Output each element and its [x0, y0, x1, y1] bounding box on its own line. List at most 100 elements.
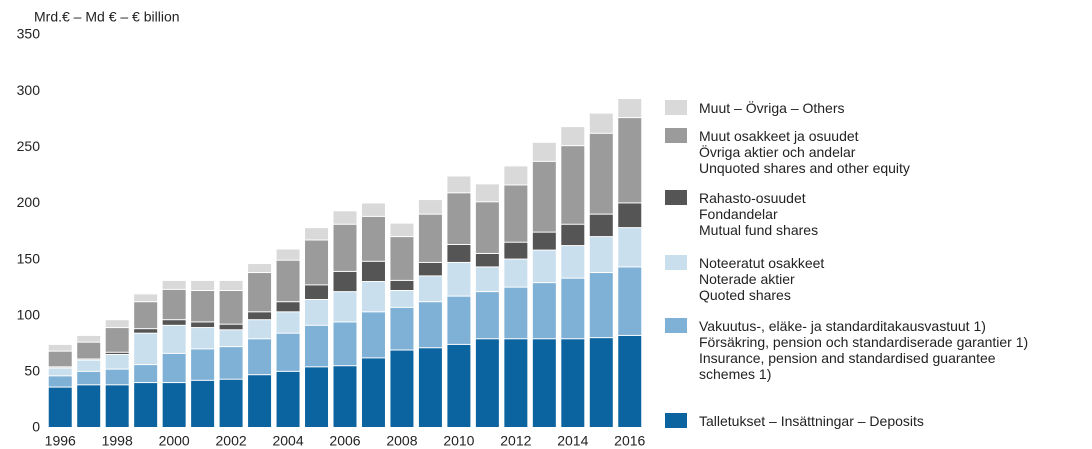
- bar-segment: [105, 385, 129, 427]
- bar-segment: [191, 291, 215, 322]
- bar-segment: [219, 347, 243, 379]
- bar-segment: [248, 375, 272, 427]
- bar-segment: [162, 353, 186, 383]
- bar-segment: [504, 287, 528, 339]
- bar-segment: [105, 369, 129, 385]
- legend-entry: Vakuutus-, eläke- ja standarditakausvast…: [665, 318, 1028, 382]
- x-tick-label: 2000: [159, 433, 190, 449]
- bar-segment: [276, 371, 300, 427]
- bar-segment: [589, 237, 613, 273]
- bar-segment: [561, 224, 585, 246]
- bar-segment: [305, 228, 329, 240]
- plot: Mrd.€ – Md € – € billion 0 50 100 150 200 250…: [17, 9, 646, 449]
- bar-segment: [48, 351, 72, 367]
- legend-swatch: [665, 255, 687, 270]
- bar-segment: [248, 264, 272, 273]
- bar-segment: [532, 250, 556, 283]
- bar-segment: [219, 291, 243, 324]
- bar-segment: [105, 328, 129, 352]
- bar-segment: [162, 289, 186, 320]
- bar-segment: [418, 348, 442, 427]
- legend-label: Muut – Övriga – Others: [699, 100, 845, 116]
- bar-segment: [561, 278, 585, 339]
- bar-segment: [390, 291, 414, 307]
- bar-segment: [390, 237, 414, 280]
- bar-segment: [589, 214, 613, 237]
- bar-segment: [361, 216, 385, 261]
- x-tick-label: 2004: [272, 433, 303, 449]
- bar-segment: [390, 350, 414, 427]
- bar-segment: [162, 383, 186, 427]
- legend-label: Noteeratut osakkeet Noterade aktier Quot…: [699, 255, 825, 303]
- bar-segment: [333, 211, 357, 224]
- y-tick-label: 50: [24, 363, 40, 379]
- bar-segment: [305, 367, 329, 427]
- bar-segment: [504, 242, 528, 259]
- bar-segment: [561, 127, 585, 146]
- bar-segment: [219, 330, 243, 347]
- bar-segment: [418, 214, 442, 262]
- bar-segment: [447, 193, 471, 244]
- bar-segment: [504, 339, 528, 427]
- bar-segment: [589, 338, 613, 427]
- legend-label: Vakuutus-, eläke- ja standarditakausvast…: [699, 318, 1029, 382]
- bar-segment: [618, 228, 642, 267]
- bar-segment: [532, 283, 556, 339]
- legend-entry: Talletukset – Insättningar – Deposits: [665, 413, 924, 429]
- bar-segment: [475, 253, 499, 267]
- bar-segment: [333, 292, 357, 322]
- bar-segment: [447, 176, 471, 193]
- bar-segment: [418, 262, 442, 276]
- bar-segment: [77, 360, 101, 371]
- legend-label: Rahasto-osuudet Fondandelar Mutual fund …: [699, 190, 819, 238]
- bar-segment: [248, 320, 272, 339]
- legend-swatch: [665, 190, 687, 205]
- legend-swatch: [665, 318, 687, 333]
- bar-segment: [105, 355, 129, 369]
- y-axis-label: Mrd.€ – Md € – € billion: [34, 9, 180, 25]
- bar-segment: [219, 379, 243, 427]
- bar-segment: [191, 322, 215, 328]
- x-tick-label: 2002: [216, 433, 247, 449]
- bar-segment: [475, 267, 499, 292]
- legend-entry: Noteeratut osakkeet Noterade aktier Quot…: [665, 255, 824, 303]
- bar-segment: [305, 240, 329, 285]
- bar-segment: [618, 203, 642, 228]
- bar-segment: [504, 166, 528, 185]
- x-tick-label: 2016: [614, 433, 645, 449]
- bar-segment: [589, 113, 613, 133]
- legend-entry: Muut – Övriga – Others: [665, 100, 845, 116]
- x-tick-label: 1996: [45, 433, 76, 449]
- bar-segment: [447, 296, 471, 344]
- bar-segment: [475, 202, 499, 253]
- bar-segment: [618, 267, 642, 335]
- bar-segment: [48, 387, 72, 427]
- bar-segment: [48, 344, 72, 351]
- x-tick-label: 2008: [386, 433, 417, 449]
- y-tick-label: 250: [17, 138, 41, 154]
- bar-segment: [561, 246, 585, 278]
- bar-segment: [276, 260, 300, 302]
- bar-segment: [447, 262, 471, 296]
- bar-segment: [361, 261, 385, 282]
- bar-segment: [589, 273, 613, 338]
- bar-segment: [191, 349, 215, 380]
- bar-segment: [618, 335, 642, 427]
- bar-segment: [134, 302, 158, 329]
- bar-segment: [105, 320, 129, 328]
- legend-label: Talletukset – Insättningar – Deposits: [699, 413, 924, 429]
- bar-segment: [475, 292, 499, 339]
- bar-segment: [134, 365, 158, 383]
- bar-segment: [447, 344, 471, 427]
- bar-segment: [276, 249, 300, 260]
- legend-label: Muut osakkeet ja osuudet Övriga aktier o…: [699, 128, 910, 176]
- bar-segment: [134, 333, 158, 365]
- bar-segment: [390, 223, 414, 237]
- bar-segment: [361, 203, 385, 216]
- bar-segment: [390, 280, 414, 291]
- bar-segment: [276, 312, 300, 333]
- y-tick-label: 200: [17, 194, 41, 210]
- bar-segment: [162, 325, 186, 353]
- y-tick-label: 150: [17, 250, 41, 266]
